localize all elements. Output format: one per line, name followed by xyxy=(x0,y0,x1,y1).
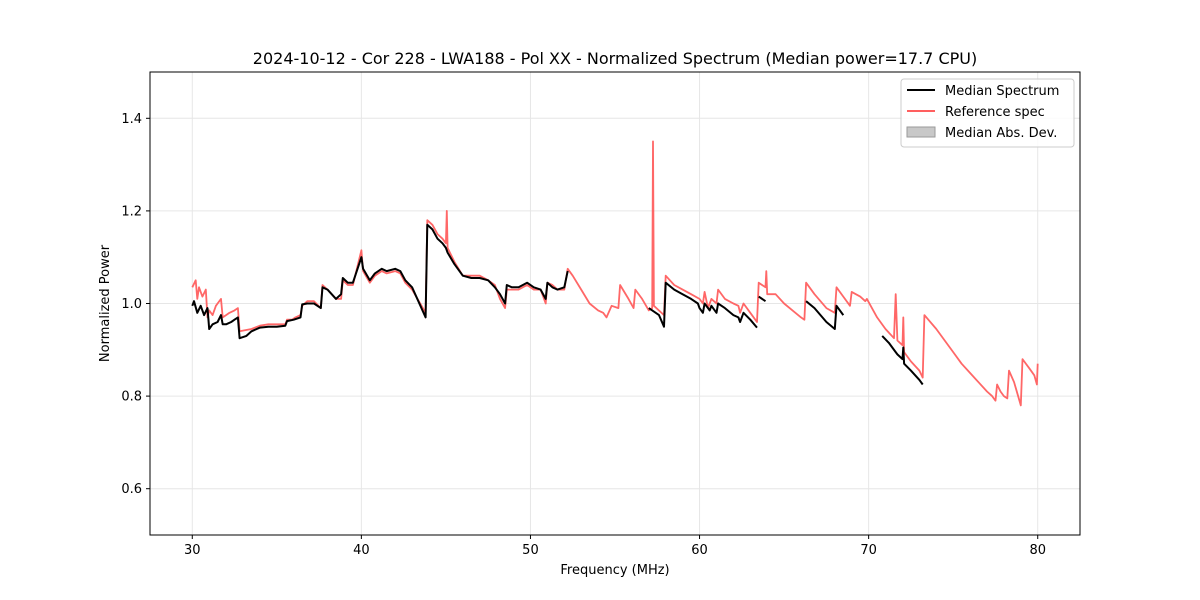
y-tick-label: 1.2 xyxy=(121,204,142,219)
series-line-median-spectrum xyxy=(758,295,767,303)
chart-title: 2024-10-12 - Cor 228 - LWA188 - Pol XX -… xyxy=(253,49,977,68)
y-tick-label: 1.4 xyxy=(121,112,142,127)
series-line-reference-spec xyxy=(191,140,1039,407)
legend-label-median-abs-dev: Median Abs. Dev. xyxy=(945,126,1057,141)
y-axis-label: Normalized Power xyxy=(98,244,113,362)
x-tick-label: 30 xyxy=(184,543,201,558)
x-tick-label: 60 xyxy=(691,543,708,558)
x-tick-label: 40 xyxy=(353,543,370,558)
legend-swatch-median-abs-dev xyxy=(906,126,936,138)
legend-label-median-spectrum: Median Spectrum xyxy=(945,84,1059,99)
x-axis-label: Frequency (MHz) xyxy=(560,563,669,578)
x-tick-label: 80 xyxy=(1029,543,1046,558)
legend-box xyxy=(900,78,1075,148)
series-line-median-spectrum xyxy=(881,335,924,386)
legend-label-reference-spec: Reference spec xyxy=(945,105,1045,120)
plot-area xyxy=(191,140,1039,407)
y-tick-label: 0.8 xyxy=(121,390,142,405)
x-tick-label: 70 xyxy=(860,543,877,558)
series-line-median-spectrum xyxy=(191,223,569,340)
axes-ticks: 30 40 50 60 70 80 0.6 0.8 1.0 1.2 1.4 xyxy=(121,112,1046,558)
legend: Median Spectrum Reference spec Median Ab… xyxy=(900,78,1075,148)
y-tick-label: 0.6 xyxy=(121,482,142,497)
y-tick-label: 1.0 xyxy=(121,297,142,312)
series-line-median-spectrum xyxy=(648,281,758,329)
series-line-median-spectrum xyxy=(805,300,845,330)
x-tick-label: 50 xyxy=(522,543,539,558)
